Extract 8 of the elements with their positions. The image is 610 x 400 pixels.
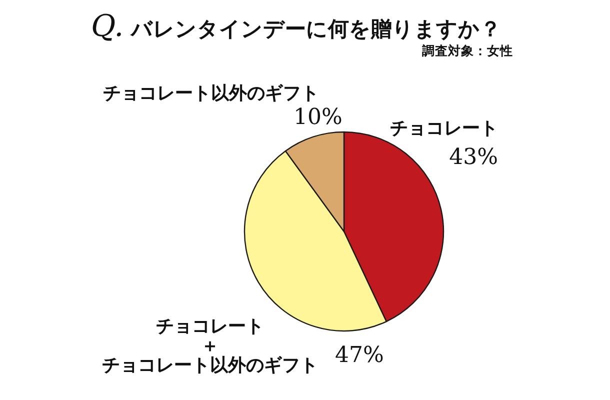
chart-title: Q. バレンタインデーに何を贈りますか？ (91, 9, 501, 44)
chart-subtitle: 調査対象：女性 (422, 43, 513, 58)
data-label: 47% (335, 343, 384, 368)
slice-label: チョコレート (390, 118, 498, 139)
slice-label: チョコレート＋チョコレート以外のギフト (102, 316, 318, 376)
slice-label: チョコレート以外のギフト (103, 83, 319, 104)
data-label: 43% (449, 145, 498, 170)
data-label: 10% (294, 105, 342, 130)
